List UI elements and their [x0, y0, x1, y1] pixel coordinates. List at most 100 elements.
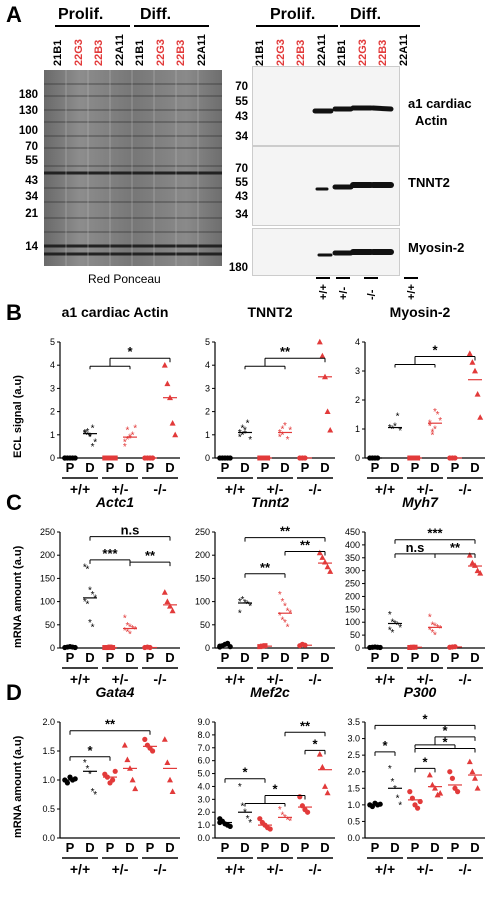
data-point: * [428, 419, 432, 430]
data-point: * [128, 630, 132, 641]
sig-label: *** [427, 526, 443, 541]
x-tick-label-D: D [165, 840, 174, 855]
left-mw-4: 55 [25, 155, 38, 167]
y-tick-label: 3.0 [347, 734, 360, 744]
data-point [432, 785, 438, 791]
y-tick-label: 250 [195, 527, 210, 537]
data-point: * [128, 434, 132, 445]
group-label: +/+ [225, 481, 245, 497]
data-point: * [238, 428, 242, 439]
data-point: * [123, 442, 127, 453]
left-diff-header: Diff. [140, 6, 172, 23]
blot1-mw-0: 70 [235, 81, 248, 93]
data-point [64, 780, 70, 786]
data-point: * [390, 628, 394, 639]
group-label: -/- [153, 861, 167, 877]
left-lane-label-1: 22G3 [72, 39, 85, 66]
data-point: * [398, 426, 402, 437]
data-point [316, 338, 323, 345]
x-tick-label-P: P [146, 650, 155, 665]
x-tick-label-D: D [165, 460, 174, 475]
x-tick-label-P: P [261, 460, 270, 475]
data-point [327, 568, 334, 574]
data-point: * [283, 813, 287, 824]
data-point: * [430, 628, 434, 639]
blot1-mw-3: 34 [235, 131, 248, 143]
x-tick-label-P: P [301, 460, 310, 475]
data-point: * [88, 618, 92, 629]
x-tick-label-D: D [320, 460, 329, 475]
group-label: +/- [417, 861, 434, 877]
y-tick-label: 50 [200, 620, 210, 630]
data-point [324, 789, 331, 796]
data-point: * [91, 442, 95, 453]
data-point: * [288, 817, 292, 828]
sig-label: * [272, 781, 278, 796]
panel-letter-a: A [6, 2, 22, 27]
group-label: +/- [112, 861, 129, 877]
data-point: * [91, 423, 95, 434]
data-point [327, 426, 334, 433]
blot2-mw-2: 43 [235, 191, 248, 203]
data-point: * [390, 777, 394, 788]
data-point [112, 768, 118, 774]
data-point: * [243, 426, 247, 437]
x-tick-label-P: P [371, 460, 380, 475]
data-point [319, 554, 326, 560]
y-tick-label: 1.0 [197, 820, 210, 830]
x-tick-label-P: P [66, 650, 75, 665]
y-tick-label: 250 [345, 579, 360, 589]
x-tick-label-P: P [146, 460, 155, 475]
blot-genotype-1: +/- [338, 286, 350, 300]
y-tick-label: 0 [355, 453, 360, 463]
left-mw-8: 14 [25, 241, 38, 253]
data-point [72, 776, 78, 782]
data-point [150, 748, 156, 754]
data-point [469, 359, 476, 365]
data-point: * [238, 609, 242, 620]
y-tick-label: 1.5 [42, 746, 55, 756]
y-tick-label: 1.0 [42, 775, 55, 785]
group-label: -/- [308, 481, 322, 497]
y-tick-label: 0 [50, 453, 55, 463]
x-tick-label-D: D [320, 650, 329, 665]
data-point: * [286, 623, 290, 634]
chart-title-4: Tnnt2 [250, 494, 290, 510]
right-diff-header: Diff. [350, 6, 382, 23]
x-tick-label-D: D [390, 650, 399, 665]
ponceau-caption: Red Ponceau [88, 272, 161, 286]
data-point: * [433, 425, 437, 436]
data-point [472, 367, 478, 374]
y-tick-label: 5.0 [197, 769, 210, 779]
data-point: * [283, 602, 287, 613]
data-point: * [438, 416, 442, 427]
data-point [169, 788, 176, 794]
data-point: * [93, 437, 97, 448]
x-tick-label-P: P [301, 650, 310, 665]
y-tick-label: 4 [50, 360, 55, 370]
blot2-mw-0: 70 [235, 163, 248, 175]
y-tick-label: 3 [355, 366, 360, 376]
data-point: * [133, 625, 137, 636]
data-point: * [248, 435, 252, 446]
data-point: * [428, 613, 432, 624]
sig-label: * [242, 765, 248, 780]
data-point: * [93, 790, 97, 801]
data-point [322, 783, 328, 789]
right-lane-label-2: 22B3 [295, 39, 307, 66]
x-tick-label-P: P [146, 840, 155, 855]
x-tick-label-D: D [240, 460, 249, 475]
data-point: * [85, 427, 89, 438]
data-point: * [246, 599, 250, 610]
group-label: +/- [112, 481, 129, 497]
data-point [161, 589, 168, 595]
y-tick-label: 150 [345, 604, 360, 614]
y-tick-label: 2.0 [197, 807, 210, 817]
data-point [474, 391, 481, 397]
sig-label: ** [280, 344, 291, 359]
data-point: * [240, 801, 244, 812]
data-point [227, 644, 233, 650]
data-point: * [396, 411, 400, 422]
